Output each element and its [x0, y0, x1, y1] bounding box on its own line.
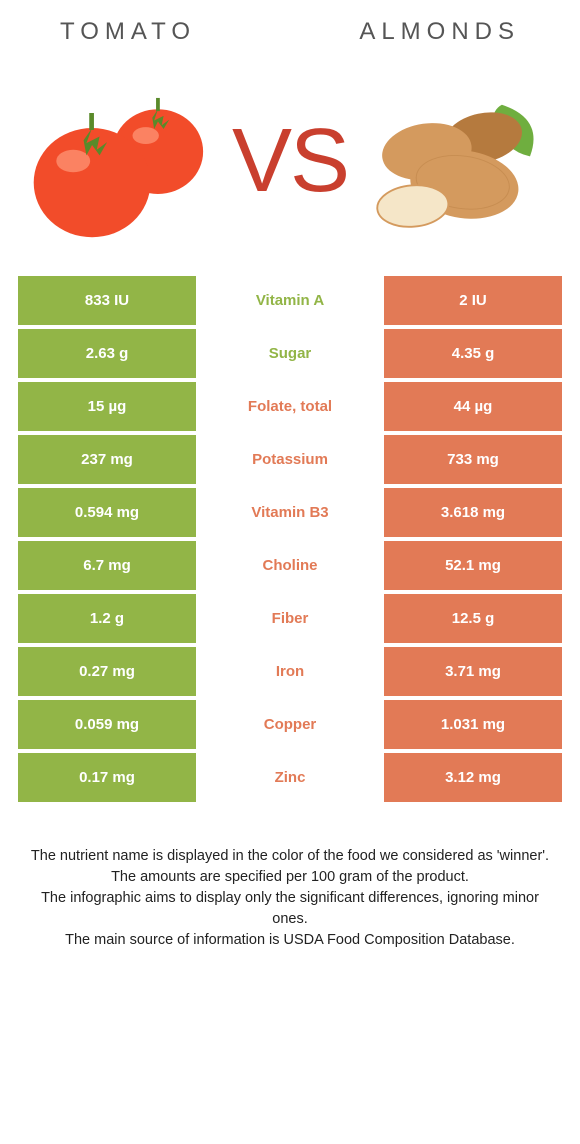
- value-right: 3.12 mg: [380, 753, 562, 802]
- value-right: 1.031 mg: [380, 700, 562, 749]
- table-row: 6.7 mgCholine52.1 mg: [18, 541, 562, 590]
- value-left: 1.2 g: [18, 594, 200, 643]
- value-right: 3.71 mg: [380, 647, 562, 696]
- footer-line: The nutrient name is displayed in the co…: [24, 846, 556, 867]
- vs-label: VS: [232, 110, 348, 213]
- header: Tomato Almonds: [0, 0, 580, 46]
- table-row: 15 µgFolate, total44 µg: [18, 382, 562, 431]
- title-left: Tomato: [60, 18, 196, 46]
- value-left: 2.63 g: [18, 329, 200, 378]
- nutrient-name: Choline: [200, 541, 380, 590]
- nutrient-name: Folate, total: [200, 382, 380, 431]
- nutrient-name: Sugar: [200, 329, 380, 378]
- footer-line: The infographic aims to display only the…: [24, 888, 556, 930]
- value-right: 4.35 g: [380, 329, 562, 378]
- nutrient-name: Zinc: [200, 753, 380, 802]
- value-left: 237 mg: [18, 435, 200, 484]
- hero: VS: [0, 46, 580, 276]
- table-row: 833 IUVitamin A2 IU: [18, 276, 562, 325]
- nutrient-name: Vitamin A: [200, 276, 380, 325]
- nutrient-table: 833 IUVitamin A2 IU2.63 gSugar4.35 g15 µ…: [0, 276, 580, 802]
- value-left: 0.17 mg: [18, 753, 200, 802]
- table-row: 0.594 mgVitamin B33.618 mg: [18, 488, 562, 537]
- tomato-image: [30, 81, 220, 241]
- almond-image: [360, 86, 550, 236]
- table-row: 0.27 mgIron3.71 mg: [18, 647, 562, 696]
- table-row: 0.17 mgZinc3.12 mg: [18, 753, 562, 802]
- value-left: 0.27 mg: [18, 647, 200, 696]
- nutrient-name: Copper: [200, 700, 380, 749]
- table-row: 0.059 mgCopper1.031 mg: [18, 700, 562, 749]
- footer-line: The main source of information is USDA F…: [24, 930, 556, 951]
- footer-notes: The nutrient name is displayed in the co…: [0, 806, 580, 951]
- table-row: 2.63 gSugar4.35 g: [18, 329, 562, 378]
- value-left: 833 IU: [18, 276, 200, 325]
- value-right: 12.5 g: [380, 594, 562, 643]
- value-right: 44 µg: [380, 382, 562, 431]
- nutrient-name: Fiber: [200, 594, 380, 643]
- value-right: 2 IU: [380, 276, 562, 325]
- value-left: 0.059 mg: [18, 700, 200, 749]
- value-right: 733 mg: [380, 435, 562, 484]
- value-right: 3.618 mg: [380, 488, 562, 537]
- nutrient-name: Iron: [200, 647, 380, 696]
- footer-line: The amounts are specified per 100 gram o…: [24, 867, 556, 888]
- nutrient-name: Vitamin B3: [200, 488, 380, 537]
- table-row: 237 mgPotassium733 mg: [18, 435, 562, 484]
- value-left: 6.7 mg: [18, 541, 200, 590]
- value-left: 0.594 mg: [18, 488, 200, 537]
- table-row: 1.2 gFiber12.5 g: [18, 594, 562, 643]
- title-right: Almonds: [359, 18, 520, 46]
- value-left: 15 µg: [18, 382, 200, 431]
- nutrient-name: Potassium: [200, 435, 380, 484]
- value-right: 52.1 mg: [380, 541, 562, 590]
